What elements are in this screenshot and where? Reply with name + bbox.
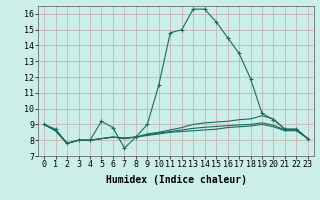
X-axis label: Humidex (Indice chaleur): Humidex (Indice chaleur)	[106, 175, 246, 185]
